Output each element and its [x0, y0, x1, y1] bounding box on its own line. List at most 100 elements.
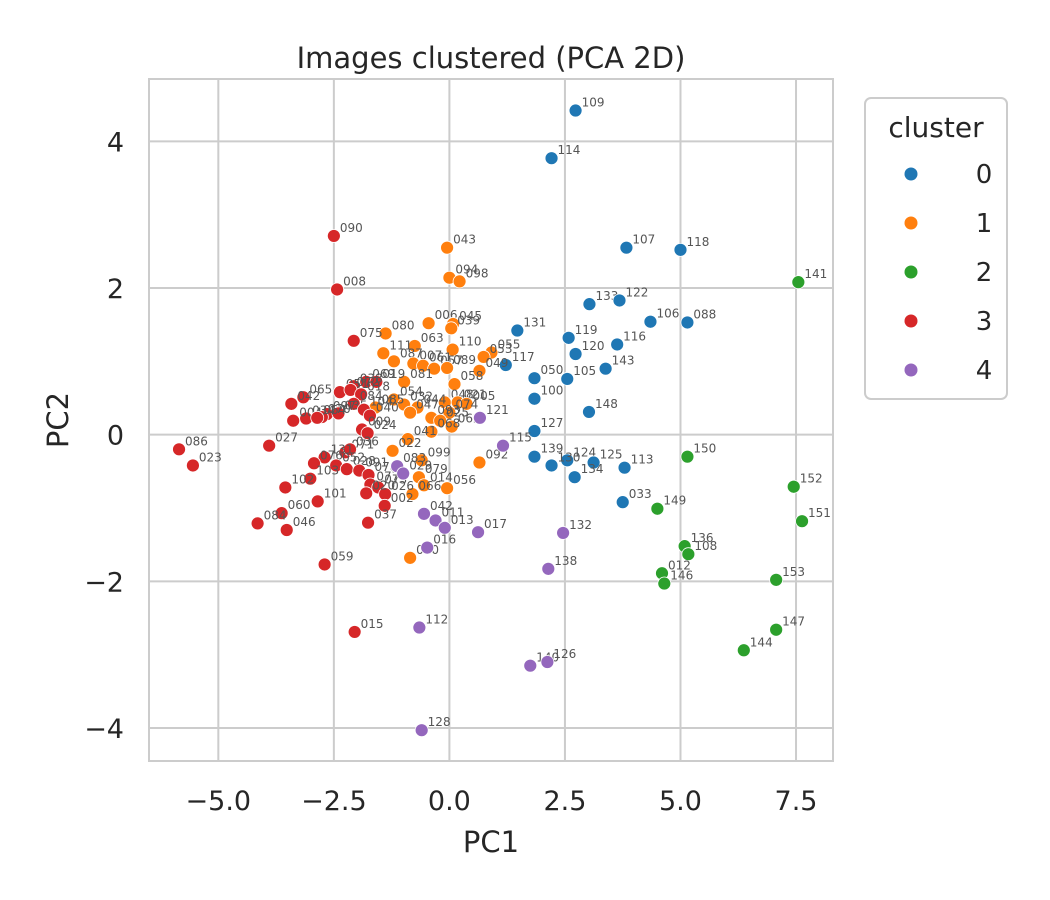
y-axis-label: PC2	[41, 392, 75, 448]
point-label: 103	[316, 464, 339, 478]
point-label: 131	[331, 442, 354, 456]
point-label: 099	[428, 445, 451, 459]
legend-title: cluster	[888, 111, 984, 144]
point-cluster-3	[346, 396, 361, 411]
point-cluster-0	[544, 458, 559, 473]
point-cluster-1	[459, 396, 474, 411]
point-cluster-1	[444, 419, 459, 434]
point-label: 013	[451, 513, 474, 527]
x-axis-label: PC1	[463, 825, 519, 859]
point-cluster-1	[385, 443, 400, 458]
legend-marker	[904, 265, 918, 279]
point-cluster-1	[472, 455, 487, 470]
legend-entry-label: 3	[976, 307, 993, 337]
point-cluster-3	[331, 406, 346, 421]
point-cluster-4	[541, 561, 556, 576]
point-cluster-4	[473, 410, 487, 425]
point-label: 012	[668, 558, 691, 572]
point-cluster-3	[296, 390, 311, 405]
point-label: 153	[782, 565, 805, 579]
point-cluster-3	[317, 557, 332, 572]
point-cluster-0	[544, 151, 559, 166]
point-label: 046	[293, 515, 316, 529]
point-label: 077	[376, 470, 399, 484]
point-cluster-0	[673, 242, 688, 257]
point-cluster-3	[339, 462, 354, 477]
y-tick-label: 2	[107, 274, 124, 305]
point-cluster-2	[736, 643, 751, 658]
point-label: 106	[656, 307, 679, 321]
point-label: 084	[264, 508, 287, 522]
legend-marker	[904, 216, 918, 230]
point-cluster-1	[414, 453, 429, 468]
point-cluster-0	[510, 323, 525, 338]
point-cluster-3	[310, 410, 325, 425]
point-cluster-3	[279, 523, 294, 537]
point-label: 116	[623, 329, 646, 343]
point-label: 100	[540, 384, 563, 398]
point-cluster-0	[612, 293, 627, 308]
point-label: 065	[309, 382, 332, 396]
point-cluster-1	[440, 240, 454, 255]
point-cluster-3	[307, 456, 321, 471]
point-cluster-1	[403, 405, 418, 420]
point-label: 068	[437, 417, 460, 431]
point-label: 049	[485, 356, 508, 370]
point-label: 133	[595, 289, 618, 303]
point-label: 128	[428, 715, 451, 729]
point-cluster-4	[412, 620, 427, 635]
point-cluster-4	[540, 655, 555, 669]
point-cluster-0	[586, 455, 601, 470]
point-label: 019	[382, 367, 405, 381]
point-label: 042	[297, 389, 320, 403]
point-label: 136	[691, 531, 714, 545]
legend-marker	[904, 167, 918, 181]
point-label: 127	[540, 416, 563, 430]
point-label: 087	[400, 346, 423, 360]
point-cluster-1	[442, 405, 457, 420]
point-cluster-3	[377, 498, 392, 513]
point-cluster-1	[417, 478, 431, 493]
point-label: 107	[632, 233, 655, 247]
point-label: 122	[625, 285, 648, 299]
point-cluster-4	[420, 540, 435, 555]
point-cluster-1	[440, 481, 454, 496]
point-cluster-1	[424, 424, 439, 439]
point-cluster-1	[397, 374, 412, 389]
point-label: 090	[340, 221, 363, 235]
point-label: 018	[367, 379, 390, 393]
point-label: 066	[418, 479, 441, 493]
point-cluster-4	[496, 438, 510, 453]
point-cluster-1	[403, 550, 418, 565]
point-label: 120	[582, 339, 605, 353]
point-label: 027	[275, 431, 298, 445]
point-cluster-2	[791, 275, 806, 290]
point-label: 026	[391, 479, 414, 493]
point-label: 055	[497, 338, 520, 352]
point-cluster-3	[310, 494, 325, 509]
point-cluster-1	[376, 346, 391, 361]
point-cluster-3	[303, 471, 318, 486]
point-cluster-0	[527, 391, 542, 406]
point-label: 044	[424, 393, 447, 407]
point-label: 040	[376, 401, 399, 415]
point-label: 130	[558, 450, 581, 464]
point-label: 084	[360, 389, 383, 403]
point-cluster-3	[317, 450, 332, 465]
point-label: 108	[694, 539, 717, 553]
point-label: 094	[455, 263, 478, 277]
point-label: 023	[199, 450, 222, 464]
point-cluster-0	[527, 371, 542, 386]
point-cluster-1	[405, 487, 420, 501]
point-cluster-4	[471, 525, 485, 540]
point-label: 045	[459, 309, 482, 323]
point-cluster-3	[346, 333, 361, 348]
point-label: 043	[453, 233, 476, 247]
point-cluster-1	[433, 413, 448, 428]
point-label: 117	[512, 350, 535, 364]
point-label: 064	[323, 403, 346, 417]
point-cluster-1	[452, 274, 467, 289]
point-cluster-1	[407, 339, 422, 353]
point-label: 024	[374, 418, 397, 432]
point-cluster-0	[568, 347, 583, 361]
